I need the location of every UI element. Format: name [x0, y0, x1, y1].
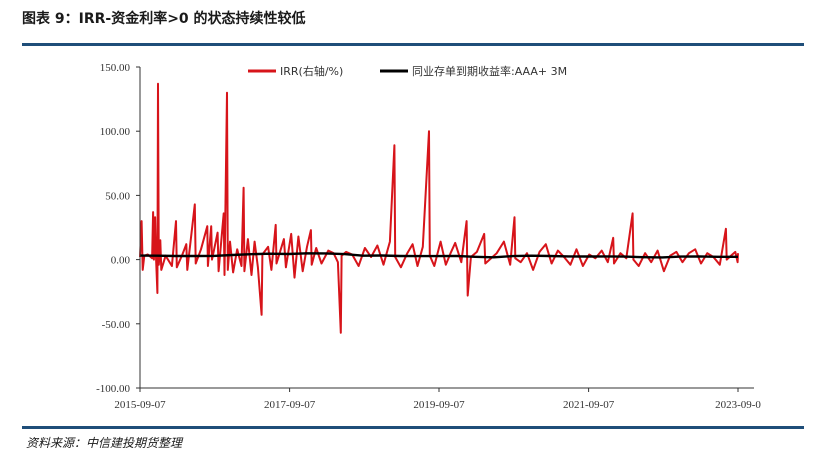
x-tick-label: 2019-09-07 — [413, 399, 465, 411]
y-tick-label: -100.00 — [96, 383, 130, 395]
source-note: 资料来源：中信建投期货整理 — [26, 436, 183, 450]
y-tick-label: 150.00 — [100, 62, 131, 74]
y-tick-label: 0.00 — [111, 255, 131, 267]
x-tick-label: 2021-09-07 — [563, 399, 615, 411]
legend-label: 同业存单到期收益率:AAA+ 3M — [412, 64, 567, 78]
chart-legend: IRR(右轴/%) 同业存单到期收益率:AAA+ 3M — [248, 64, 567, 78]
x-tick-label: 2017-09-07 — [264, 399, 316, 411]
bottom-divider — [22, 426, 804, 429]
irr-series-line — [139, 82, 739, 334]
y-axis-ticks: 150.00 100.00 50.00 0.00 -50.00 -100.00 — [96, 62, 140, 395]
top-divider — [22, 43, 804, 46]
x-tick-label: 2015-09-07 — [114, 399, 166, 411]
y-tick-label: -50.00 — [102, 319, 131, 331]
x-axis-ticks: 2015-09-07 2017-09-07 2019-09-07 2021-09-07… — [114, 388, 761, 411]
page-title: 图表 9：IRR-资金利率>0 的状态持续性较低 — [22, 11, 306, 27]
series-layer — [139, 82, 739, 334]
y-tick-label: 50.00 — [105, 190, 130, 202]
legend-label: IRR(右轴/%) — [280, 64, 343, 78]
x-tick-label: 2023-09-0 — [715, 399, 761, 411]
cd-yield-series-line — [139, 252, 738, 259]
y-tick-label: 100.00 — [100, 126, 131, 138]
